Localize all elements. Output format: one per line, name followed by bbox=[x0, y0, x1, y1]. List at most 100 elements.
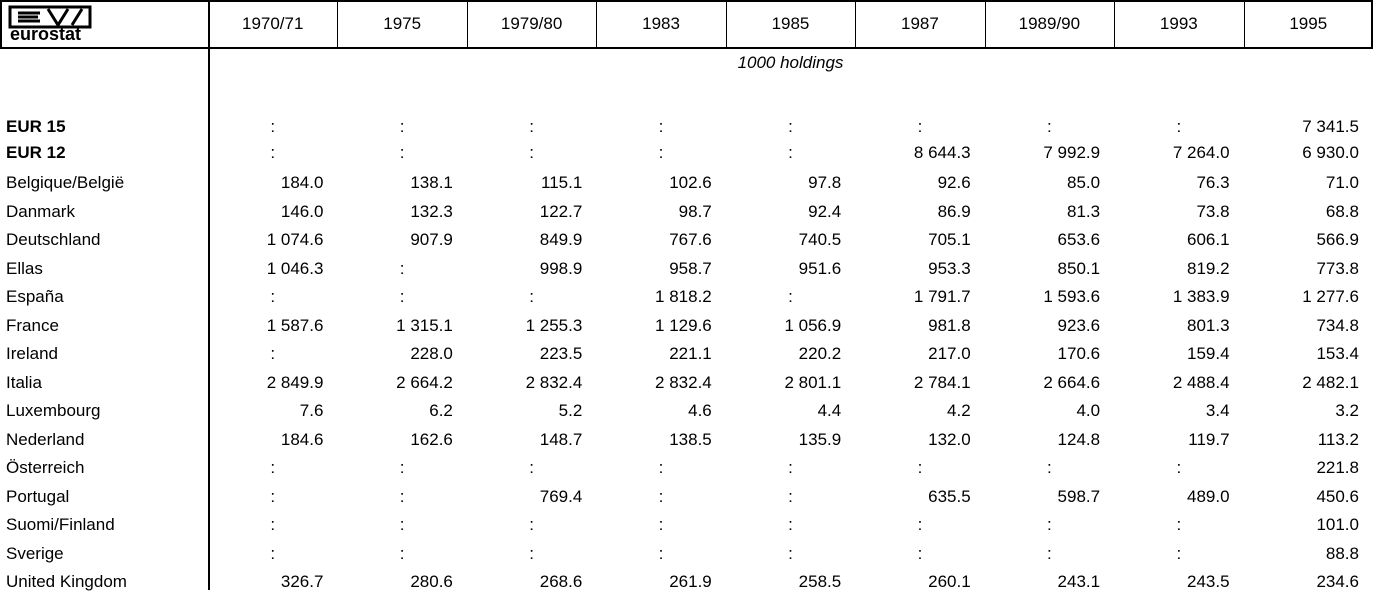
cell: 3.2 bbox=[1335, 401, 1359, 420]
cell: 146.0 bbox=[280, 201, 324, 221]
cell: 132.3 bbox=[410, 201, 453, 221]
column-header: 1989/90 bbox=[1018, 14, 1081, 33]
cell: 132.0 bbox=[928, 429, 971, 449]
cell: : bbox=[529, 543, 534, 563]
cell: 7.6 bbox=[299, 401, 324, 420]
cell: 907.9 bbox=[410, 230, 453, 249]
cell: 598.7 bbox=[1057, 486, 1101, 506]
cell: : bbox=[917, 458, 923, 477]
cell: : bbox=[270, 543, 276, 563]
cell: : bbox=[529, 458, 534, 477]
cell: 734.8 bbox=[1316, 315, 1359, 335]
cell: : bbox=[788, 515, 793, 534]
cell: : bbox=[270, 515, 276, 534]
cell: 769.4 bbox=[539, 486, 583, 506]
rule bbox=[596, 0, 598, 49]
cell: : bbox=[1176, 543, 1182, 563]
cell: 124.8 bbox=[1057, 429, 1101, 449]
rule bbox=[725, 0, 727, 49]
cell: 6 930.0 bbox=[1302, 143, 1359, 162]
cell: 184.6 bbox=[280, 429, 324, 449]
cell: 2 801.1 bbox=[784, 372, 842, 392]
cell: 3.4 bbox=[1205, 401, 1230, 420]
cell: : bbox=[788, 143, 793, 162]
cell: : bbox=[399, 543, 405, 563]
cell: 489.0 bbox=[1187, 486, 1230, 506]
column-header: 1995 bbox=[1289, 14, 1328, 33]
cell: : bbox=[399, 258, 405, 278]
cell: 566.9 bbox=[1316, 230, 1359, 249]
cell: : bbox=[529, 143, 534, 162]
cell: 101.0 bbox=[1316, 515, 1359, 534]
cell: : bbox=[399, 486, 405, 506]
row-label: France bbox=[6, 315, 59, 335]
cell: : bbox=[399, 117, 405, 136]
cell: 223.5 bbox=[539, 344, 583, 363]
cell: 228.0 bbox=[410, 344, 453, 363]
cell: 1 818.2 bbox=[655, 287, 712, 306]
cell: : bbox=[270, 117, 276, 136]
cell: 2 664.2 bbox=[396, 372, 453, 392]
cell: 221.1 bbox=[669, 344, 712, 363]
cell: 8 644.3 bbox=[913, 143, 971, 162]
cell: 849.9 bbox=[539, 230, 583, 249]
cell: : bbox=[658, 543, 664, 563]
cell: 819.2 bbox=[1187, 258, 1230, 278]
row-label: Nederland bbox=[6, 429, 85, 449]
cell: 1 129.6 bbox=[655, 315, 712, 335]
cell: 2 832.4 bbox=[655, 372, 712, 392]
cell: 653.6 bbox=[1057, 230, 1101, 249]
cell: 1 315.1 bbox=[396, 315, 453, 335]
cell: 801.3 bbox=[1187, 315, 1230, 335]
cell: 268.6 bbox=[539, 572, 583, 591]
cell: 1 255.3 bbox=[525, 315, 583, 335]
cell: : bbox=[399, 287, 405, 306]
row-label: United Kingdom bbox=[6, 572, 127, 591]
cell: 68.8 bbox=[1325, 201, 1359, 221]
cell: : bbox=[1047, 543, 1052, 563]
column-header: 1975 bbox=[383, 14, 422, 33]
cell: : bbox=[529, 287, 534, 306]
row-label: Luxembourg bbox=[6, 401, 101, 420]
cell: 5.2 bbox=[558, 401, 583, 420]
rule bbox=[1114, 0, 1116, 49]
cell: 86.9 bbox=[937, 201, 971, 221]
column-header: 1987 bbox=[901, 14, 939, 33]
cell: : bbox=[1047, 458, 1052, 477]
cell: : bbox=[529, 117, 534, 136]
cell: 261.9 bbox=[669, 572, 712, 591]
cell: 148.7 bbox=[539, 429, 583, 449]
cell: 2 832.4 bbox=[525, 372, 583, 392]
cell: 170.6 bbox=[1057, 344, 1101, 363]
logo: eurostat bbox=[8, 5, 92, 44]
cell: 7 992.9 bbox=[1043, 143, 1101, 162]
cell: : bbox=[270, 344, 276, 363]
cell: 153.4 bbox=[1316, 344, 1359, 363]
cell: 4.2 bbox=[947, 401, 971, 420]
cell: 2 784.1 bbox=[913, 372, 971, 392]
rule bbox=[208, 0, 210, 590]
cell: 1 046.3 bbox=[266, 258, 324, 278]
cell: : bbox=[1176, 458, 1182, 477]
cell: : bbox=[270, 287, 276, 306]
cell: 7 341.5 bbox=[1302, 117, 1359, 136]
cell: 122.7 bbox=[539, 201, 583, 221]
cell: 1 791.7 bbox=[913, 287, 971, 306]
cell: : bbox=[270, 143, 276, 162]
row-label: Deutschland bbox=[6, 230, 101, 249]
cell: 4.0 bbox=[1076, 401, 1101, 420]
cell: 450.6 bbox=[1316, 486, 1359, 506]
rule bbox=[855, 0, 857, 49]
rule bbox=[984, 0, 986, 49]
row-label: Ireland bbox=[6, 344, 58, 363]
cell: 76.3 bbox=[1196, 173, 1230, 192]
unit-label: 1000 holdings bbox=[737, 53, 844, 72]
rule bbox=[1243, 0, 1245, 49]
cell: 1 383.9 bbox=[1172, 287, 1230, 306]
row-label: Sverige bbox=[6, 543, 64, 563]
cell: 958.7 bbox=[669, 258, 712, 278]
column-header: 1985 bbox=[771, 14, 810, 33]
rule bbox=[0, 0, 2, 49]
cell: 73.8 bbox=[1196, 201, 1230, 221]
cell: 1 593.6 bbox=[1043, 287, 1101, 306]
